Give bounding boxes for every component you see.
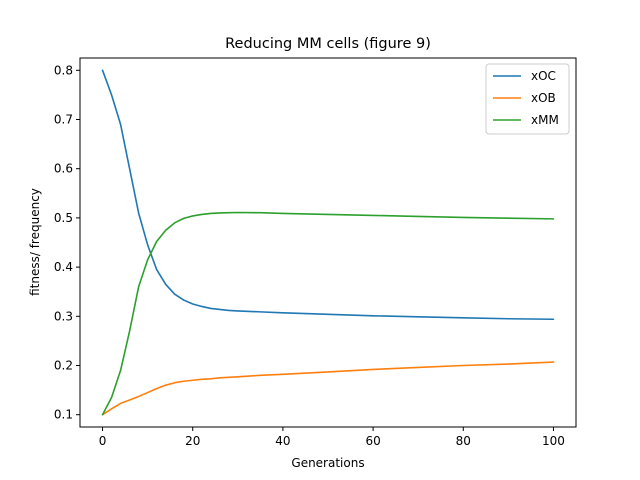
- y-tick-label: 0.4: [54, 260, 73, 274]
- y-tick-label: 0.5: [54, 211, 73, 225]
- x-tick-label: 60: [365, 434, 380, 448]
- y-tick-label: 0.6: [54, 162, 73, 176]
- x-tick-label: 40: [275, 434, 290, 448]
- plot-frame: [79, 57, 577, 428]
- y-axis: 0.1 0.2 0.3 0.4 0.5 0.6 0.7 0.8: [54, 63, 80, 422]
- y-axis-label: fitness/ frequency: [28, 188, 42, 296]
- legend-label-xob: xOB: [531, 91, 556, 105]
- legend-box: [485, 63, 570, 135]
- legend-label-xmm: xMM: [531, 113, 559, 127]
- x-axis: 0 20 40 60 80 100: [99, 427, 565, 448]
- chart-title: Reducing MM cells (figure 9): [225, 36, 431, 52]
- y-tick-label: 0.1: [54, 408, 73, 422]
- x-tick-label: 80: [456, 434, 471, 448]
- x-tick-label: 20: [185, 434, 200, 448]
- series-line-xob: [101, 361, 555, 416]
- series-line-xoc: [101, 69, 555, 321]
- legend-label-xoc: xOC: [531, 69, 556, 83]
- x-tick-label: 0: [99, 434, 107, 448]
- legend: xOC xOB xMM: [485, 63, 570, 135]
- series-layer: [101, 69, 555, 416]
- x-axis-label: Generations: [291, 456, 364, 470]
- y-tick-label: 0.2: [54, 359, 73, 373]
- y-tick-label: 0.7: [54, 113, 73, 127]
- y-tick-label: 0.3: [54, 309, 73, 323]
- x-tick-label: 100: [542, 434, 565, 448]
- y-tick-label: 0.8: [54, 63, 73, 77]
- series-line-xmm: [101, 211, 555, 416]
